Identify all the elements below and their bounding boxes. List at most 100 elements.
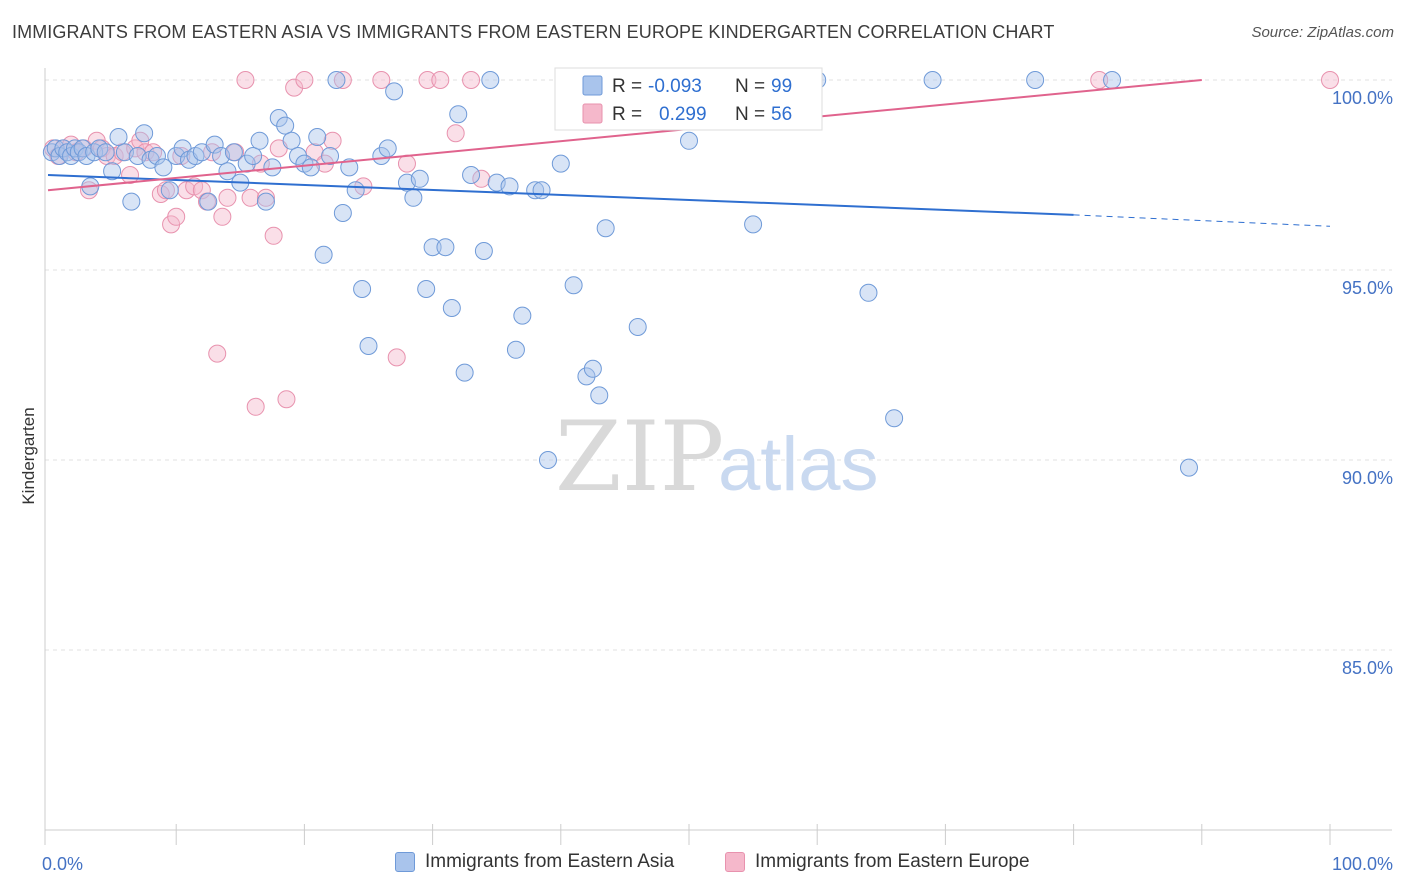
eastern-europe-point-31: [236, 71, 255, 89]
eastern-asia-point-29: [199, 192, 218, 211]
eastern-asia-point-97: [1026, 71, 1045, 89]
eastern-europe-point-47: [387, 348, 406, 367]
eastern-europe-point-32: [241, 188, 260, 207]
eastern-asia-point-66: [455, 363, 474, 382]
eastern-europe-point-48: [397, 154, 416, 173]
legend-top: R = -0.093 N = 99 R = 0.299 N = 56: [554, 67, 823, 131]
eastern-asia-point-95: [885, 409, 904, 428]
y-tick-label-0: 100.0%: [1332, 88, 1393, 108]
eastern-asia-point-71: [500, 177, 519, 196]
eastern-asia-point-85: [628, 318, 647, 336]
y-tick-label-2: 90.0%: [1342, 468, 1393, 488]
eastern-asia-point-91: [744, 215, 763, 234]
eastern-europe-point-20: [167, 207, 186, 226]
eastern-asia-point-61: [417, 280, 436, 298]
eastern-europe-point-33: [246, 397, 265, 416]
eastern-asia-point-52: [346, 181, 365, 200]
trend-line-eastern-asia-projection: [1073, 214, 1331, 227]
x-tick-label-1: 100.0%: [1332, 854, 1393, 874]
legend-n-value-0: 99: [771, 76, 792, 97]
eastern-asia-point-33: [224, 143, 243, 162]
x-tick-label-0: 0.0%: [42, 854, 83, 874]
eastern-europe-point-38: [277, 390, 296, 409]
eastern-europe-point-44: [333, 71, 352, 89]
eastern-asia-point-53: [353, 280, 372, 298]
legend-swatch-eastern-asia: [395, 852, 415, 872]
eastern-asia-point-88: [680, 131, 698, 150]
eastern-europe-point-29: [218, 188, 237, 207]
eastern-asia-point-22: [154, 158, 173, 177]
eastern-asia-point-41: [276, 116, 295, 135]
y-tick-label-3: 85.0%: [1342, 658, 1393, 678]
eastern-asia-point-49: [327, 71, 346, 89]
eastern-asia-point-68: [474, 242, 493, 260]
eastern-asia-point-23: [160, 181, 179, 200]
eastern-asia-point-54: [359, 337, 378, 355]
eastern-asia-point-37: [250, 131, 269, 150]
y-tick-labels: 100.0% 95.0% 90.0% 85.0%: [1332, 88, 1393, 678]
eastern-asia-point-94: [859, 283, 878, 302]
eastern-europe-point-46: [372, 71, 391, 89]
eastern-asia-point-32: [218, 162, 237, 181]
eastern-asia-point-75: [532, 181, 551, 200]
legend-r-value-1: 0.299: [659, 104, 707, 125]
legend-bottom: Immigrants from Eastern Asia Immigrants …: [0, 851, 1406, 879]
eastern-europe-point-40: [295, 71, 314, 89]
eastern-asia-point-60: [410, 169, 429, 188]
eastern-europe-point-55: [1321, 71, 1339, 89]
legend-r-label-1: R =: [612, 104, 642, 125]
axes: [44, 68, 1392, 845]
eastern-europe-point-26: [203, 143, 222, 162]
eastern-asia-point-57: [385, 82, 404, 101]
eastern-asia-point-76: [538, 451, 557, 469]
eastern-asia-point-69: [481, 71, 500, 89]
y-axis-label: Kindergarten: [19, 407, 38, 504]
legend-item-eastern-asia[interactable]: Immigrants from Eastern Asia: [395, 851, 674, 873]
eastern-asia-point-13: [96, 143, 115, 162]
legend-label-eastern-europe: Immigrants from Eastern Europe: [755, 851, 1030, 872]
eastern-asia-point-72: [506, 340, 525, 359]
eastern-europe-point-52: [462, 71, 481, 89]
legend-n-value-1: 56: [771, 104, 792, 125]
watermark-zip: ZIP: [555, 401, 724, 513]
trend-lines: [47, 79, 1331, 227]
eastern-asia-point-47: [314, 245, 333, 264]
eastern-asia-point-55: [372, 147, 391, 165]
legend-r-label-0: R =: [612, 76, 642, 97]
eastern-europe-point-39: [285, 78, 304, 97]
legend-item-eastern-europe[interactable]: Immigrants from Eastern Europe: [725, 851, 1030, 873]
legend-r-value-0: -0.093: [648, 76, 702, 97]
eastern-asia-point-45: [301, 158, 320, 177]
eastern-asia-point-43: [288, 147, 307, 165]
trend-line-eastern-asia: [47, 174, 1074, 216]
eastern-asia-point-17: [122, 192, 141, 211]
eastern-asia-point-98: [1103, 71, 1122, 89]
eastern-europe-point-35: [256, 188, 275, 207]
eastern-europe-point-27: [208, 344, 227, 363]
eastern-asia-point-14: [103, 162, 122, 181]
eastern-asia-point-64: [442, 299, 461, 317]
eastern-asia-point-51: [340, 158, 359, 177]
eastern-asia-point-46: [308, 128, 327, 146]
x-tick-labels: 0.0% 100.0%: [42, 854, 1393, 874]
legend-n-label-0: N =: [735, 76, 765, 97]
eastern-europe-point-51: [446, 124, 465, 143]
eastern-asia-point-62: [423, 238, 442, 257]
eastern-asia-point-96: [923, 71, 942, 89]
eastern-europe-point-53: [472, 169, 491, 188]
legend-swatch-eastern-europe: [725, 852, 745, 872]
eastern-asia-point-82: [596, 219, 615, 238]
eastern-europe-point-43: [323, 131, 342, 150]
eastern-europe-point-28: [213, 207, 232, 226]
eastern-europe-point-41: [305, 143, 324, 162]
eastern-asia-point-19: [135, 124, 154, 143]
eastern-asia-point-40: [269, 109, 288, 127]
eastern-asia-point-56: [378, 139, 397, 158]
eastern-asia-point-48: [321, 147, 340, 165]
eastern-europe-point-50: [431, 71, 450, 89]
eastern-asia-point-30: [205, 135, 224, 154]
eastern-asia-point-15: [109, 128, 128, 146]
watermark-atlas: atlas: [718, 422, 879, 507]
eastern-asia-point-38: [256, 192, 275, 211]
